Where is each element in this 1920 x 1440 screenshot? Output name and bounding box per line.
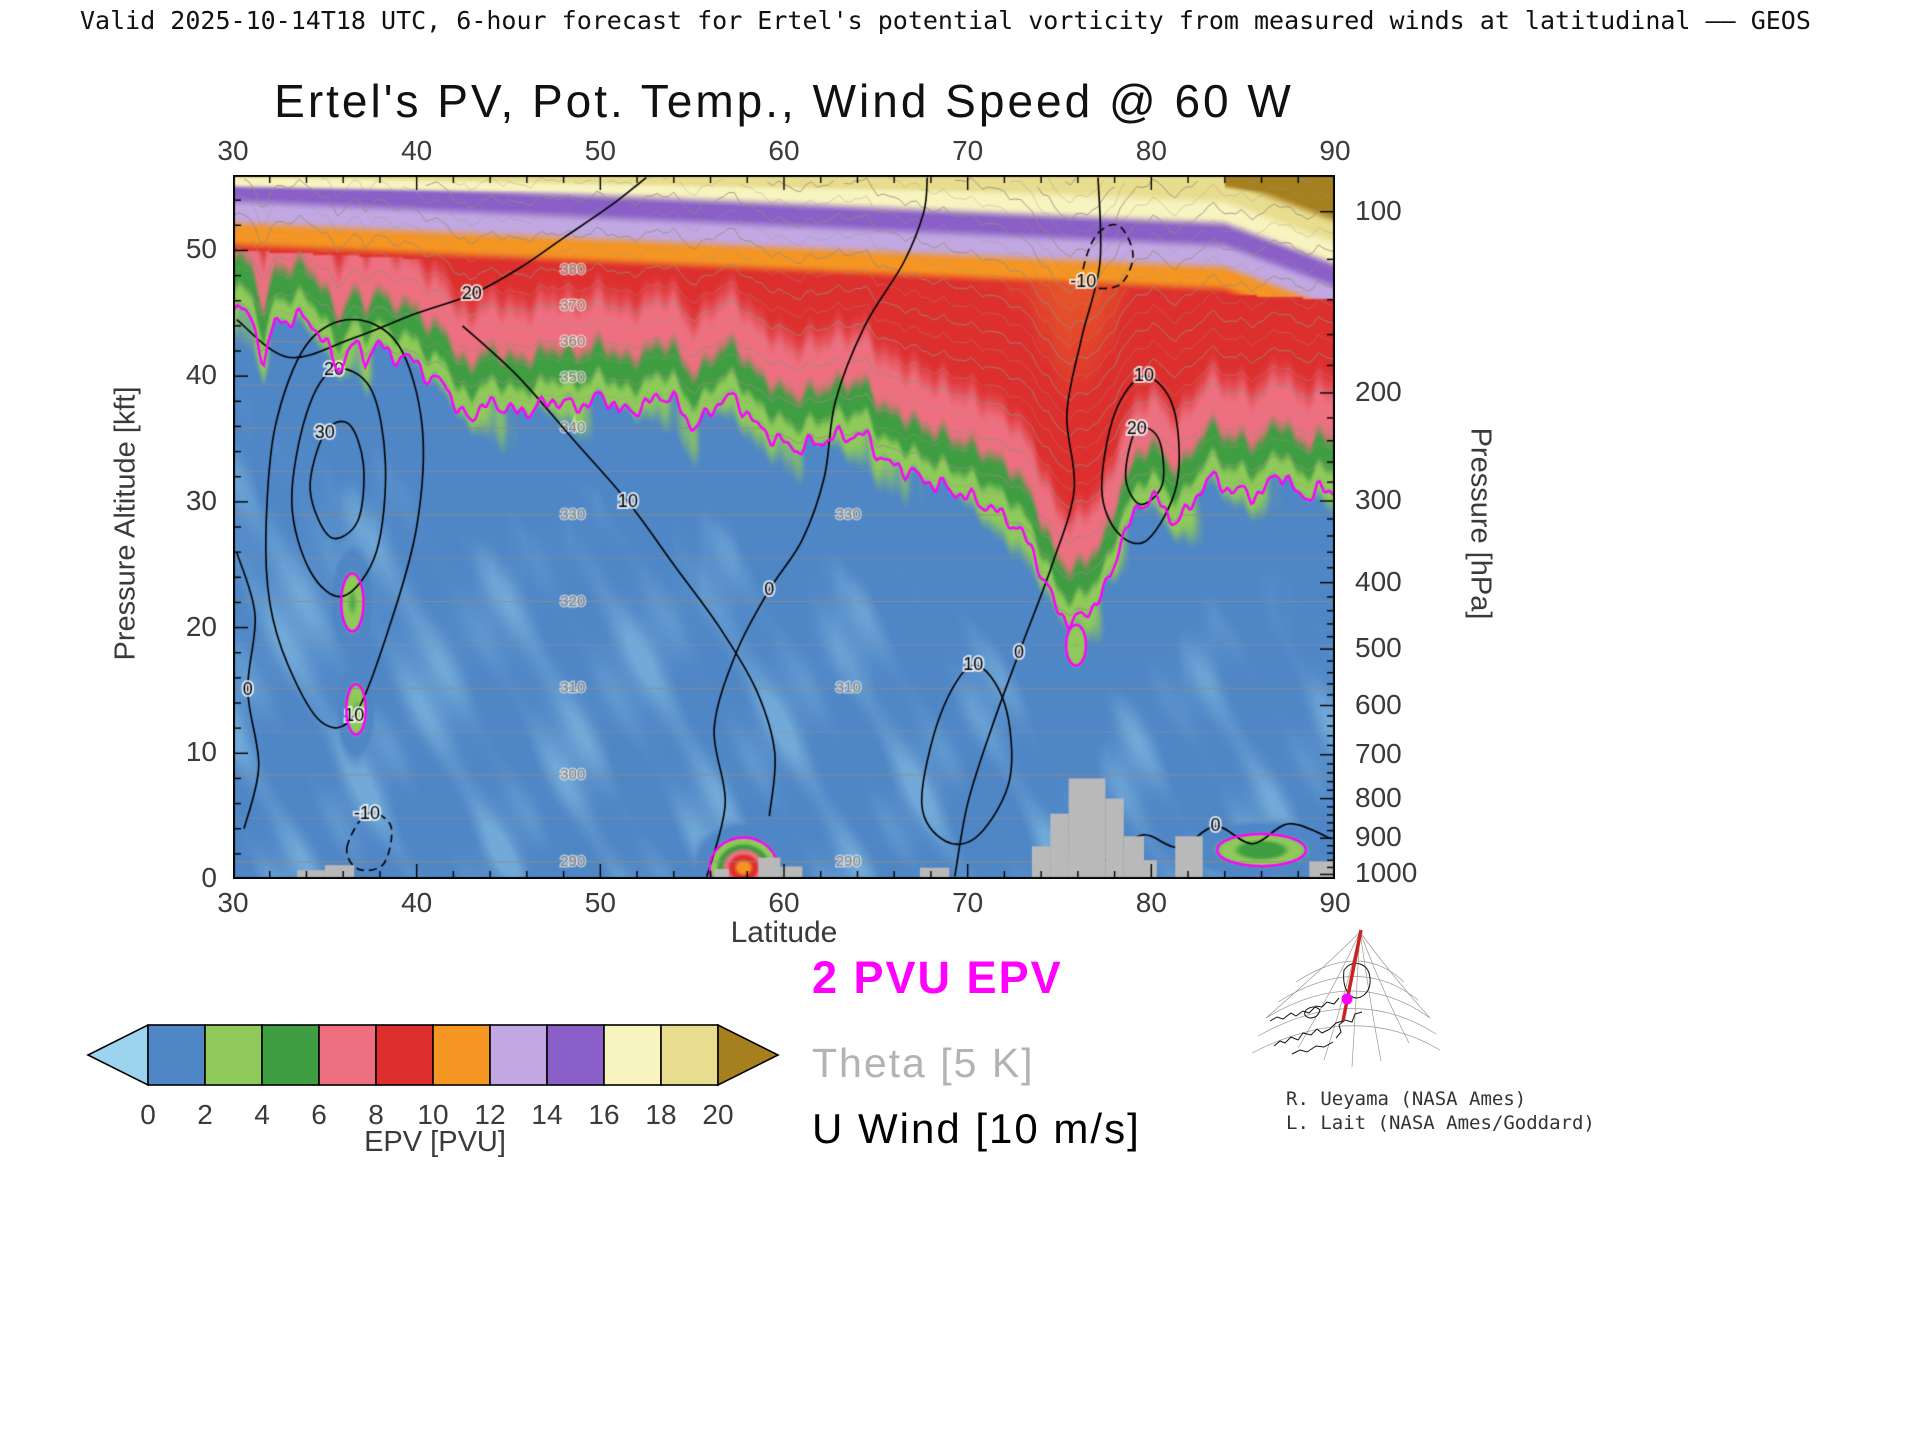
pv-cross-section-plot [233,175,1335,879]
colorbar-tick-label: 16 [588,1099,620,1130]
colorbar-tick-label: 20 [702,1099,734,1130]
credit-line-1: R. Ueyama (NASA Ames) [1286,1088,1527,1110]
colorbar-tick-label: 4 [254,1099,270,1130]
y-axis-right-tick-label: 600 [1355,688,1402,720]
x-axis-top-tick-label: 70 [952,135,984,166]
colorbar-arrow-high [717,1023,780,1087]
pv-field-canvas [233,175,1335,879]
colorbar-tick-label: 6 [311,1099,327,1130]
colorbar-arrow-low [86,1023,149,1087]
x-axis-title: Latitude [730,916,838,949]
y-axis-right-tick-label: 300 [1355,484,1402,516]
x-axis-top-tick-label: 90 [1319,135,1351,166]
legend-entry-theta: Theta [5 K] [812,1040,1035,1086]
contour-legend: 2 PVU EPV Theta [5 K] U Wind [10 m/s] [812,952,1141,1153]
y-axis-left-tick-label: 0 [201,862,217,893]
cross-section-longitude-line [1341,929,1363,1022]
y-axis-right-title: Pressure [hPa] [1464,427,1497,620]
x-axis-top-tick-label: 30 [217,135,249,166]
map-inset [1251,929,1441,1068]
colorbar-tick-label: 18 [645,1099,677,1130]
y-axis-right-tick-label: 100 [1355,194,1402,226]
colorbar-cell [204,1024,263,1086]
colorbar-cell [603,1024,662,1086]
y-axis-right-tick-label: 700 [1355,737,1402,769]
colorbar-tick-label: 10 [417,1099,449,1130]
colorbar-tick-label: 12 [474,1099,506,1130]
cross-section-marker [1341,993,1353,1005]
x-axis-bottom-tick-label: 50 [584,887,616,918]
colorbar-tick-label: 2 [197,1099,213,1130]
colorbar-cell [261,1024,320,1086]
y-axis-left-tick-label: 30 [185,484,217,516]
colorbar-cell [432,1024,491,1086]
x-axis-bottom-tick-label: 90 [1319,887,1351,918]
y-axis-right-tick-label: 800 [1355,781,1402,813]
chart-title: Ertel's PV, Pot. Temp., Wind Speed @ 60 … [274,75,1294,127]
validity-header: Valid 2025-10-14T18 UTC, 6-hour forecast… [80,6,1811,35]
credit-line-2: L. Lait (NASA Ames/Goddard) [1286,1112,1595,1134]
x-axis-top-tick-label: 60 [768,135,800,166]
x-axis-bottom-tick-label: 60 [768,887,800,918]
colorbar-tick-label: 8 [368,1099,384,1130]
colorbar-cell [147,1024,206,1086]
x-axis-bottom-tick-label: 70 [952,887,984,918]
x-axis-bottom-tick-label: 80 [1135,887,1167,918]
x-axis-top-tick-label: 40 [401,135,433,166]
x-axis-top-tick-label: 80 [1135,135,1167,166]
y-axis-right-tick-label: 400 [1355,565,1402,597]
y-axis-right-tick-label: 200 [1355,375,1402,407]
colorbar-title: EPV [PVU] [364,1126,506,1158]
colorbar-tick-label: 0 [140,1099,156,1130]
y-axis-left-tick-label: 40 [185,359,217,391]
colorbar-cell [660,1024,719,1086]
colorbar-cell [489,1024,548,1086]
y-axis-right-tick-label: 500 [1355,632,1402,664]
x-axis-top-tick-label: 50 [584,135,616,166]
y-axis-right-tick-label: 900 [1355,821,1402,853]
y-axis-left-title: Pressure Altitude [kft] [109,386,142,661]
colorbar-svg [86,1023,780,1087]
colorbar-cell [546,1024,605,1086]
legend-entry-2pvu-epv: 2 PVU EPV [812,952,1063,1003]
colorbar [86,1023,784,1094]
colorbar-cell [375,1024,434,1086]
x-axis-bottom-tick-label: 30 [217,887,249,918]
colorbar-tick-label: 14 [531,1099,563,1130]
legend-entry-uwind: U Wind [10 m/s] [812,1105,1141,1152]
y-axis-left-tick-label: 10 [185,736,217,768]
y-axis-right-tick-label: 1000 [1355,857,1418,889]
x-axis-bottom-tick-label: 40 [401,887,433,918]
y-axis-left-tick-label: 50 [185,233,217,265]
colorbar-cell [318,1024,377,1086]
y-axis-left-tick-label: 20 [185,610,217,642]
